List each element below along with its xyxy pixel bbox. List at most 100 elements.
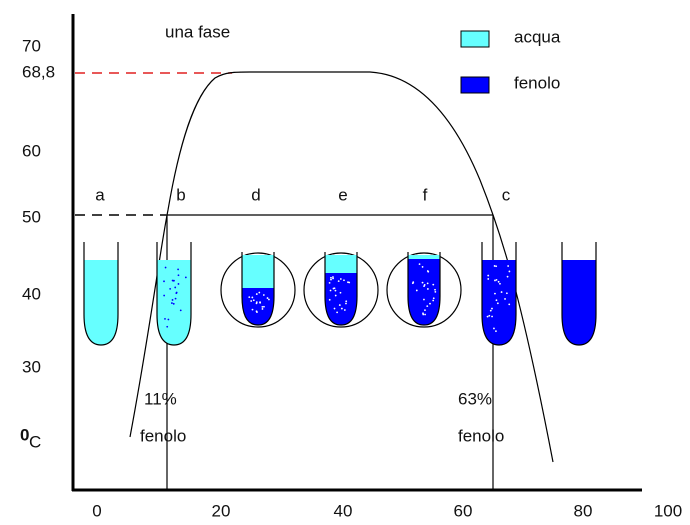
dot	[347, 281, 349, 284]
dot	[508, 303, 511, 306]
dot	[434, 288, 436, 291]
annotation: fenolo	[458, 426, 504, 445]
dot	[163, 280, 165, 283]
dot	[164, 266, 167, 269]
tube	[156, 242, 192, 346]
dot	[429, 302, 431, 305]
tube-label: e	[338, 185, 347, 204]
dot	[164, 317, 166, 320]
y-tick-label: 68,8	[22, 62, 55, 81]
dot	[493, 265, 496, 267]
dot	[340, 307, 343, 310]
dot	[332, 276, 334, 278]
dot	[432, 283, 435, 286]
x-tick-label: 40	[334, 501, 353, 520]
dot	[169, 287, 172, 290]
tube	[561, 242, 597, 346]
x-tick-label: 80	[574, 501, 593, 520]
dot	[248, 296, 251, 299]
dot	[252, 299, 255, 302]
dot	[251, 308, 254, 311]
dot	[262, 294, 265, 296]
dot	[415, 289, 418, 292]
dot	[339, 278, 342, 280]
legend-swatch	[460, 76, 490, 94]
dot	[174, 286, 177, 289]
dot	[496, 302, 499, 305]
dot	[426, 288, 429, 290]
dot	[424, 309, 426, 312]
legend-label: acqua	[514, 27, 561, 46]
dot	[423, 298, 425, 301]
dot	[343, 309, 346, 311]
dot	[494, 292, 496, 295]
dot	[507, 265, 510, 267]
dot	[177, 268, 179, 271]
dot	[422, 313, 425, 316]
dot	[166, 325, 169, 328]
circle-frame	[220, 252, 296, 328]
tube-label: b	[176, 185, 185, 204]
tube	[407, 252, 441, 326]
dot	[426, 305, 429, 308]
dot	[330, 278, 332, 281]
dot	[333, 307, 336, 310]
dot	[491, 315, 493, 318]
dot	[421, 281, 424, 284]
dot	[432, 299, 435, 302]
dot	[505, 292, 508, 295]
dot	[411, 282, 414, 285]
dot	[261, 308, 264, 310]
dot	[259, 301, 261, 304]
dot	[489, 309, 492, 312]
dot	[337, 280, 340, 283]
liquid	[157, 260, 191, 345]
dot	[345, 300, 348, 303]
dot	[172, 279, 175, 282]
annotation: fenolo	[140, 426, 186, 445]
dot	[255, 293, 258, 295]
phenol-layer	[408, 259, 440, 325]
dot	[179, 309, 182, 312]
water-layer	[242, 255, 274, 288]
dot	[332, 277, 334, 280]
dot	[171, 302, 173, 304]
legend-swatch	[460, 30, 490, 48]
circle-frame	[303, 252, 379, 328]
dot	[493, 327, 495, 330]
dot	[418, 263, 421, 266]
dot	[500, 291, 503, 293]
tube	[241, 252, 275, 326]
liquid	[482, 260, 516, 345]
y-tick-label: 70	[22, 36, 41, 55]
dot	[261, 305, 264, 308]
x-tick-label: 60	[454, 501, 473, 520]
x-tick-label: 0	[92, 501, 101, 520]
dot	[486, 315, 489, 318]
tube-label: c	[502, 185, 511, 204]
dot	[330, 276, 332, 279]
circle-frame	[386, 252, 462, 328]
dot	[495, 299, 498, 302]
dot	[495, 278, 498, 281]
dot	[488, 314, 491, 317]
dot	[174, 297, 177, 300]
dot	[491, 307, 493, 310]
dot	[263, 305, 265, 308]
tube-label: f	[423, 185, 428, 204]
water-layer	[325, 255, 357, 273]
liquid	[562, 260, 596, 345]
tube	[83, 242, 119, 346]
dot	[258, 291, 261, 294]
dot	[423, 285, 425, 287]
dot	[163, 294, 166, 297]
dot	[427, 270, 430, 273]
annotation: 63%	[458, 389, 492, 408]
annotation: 11%	[144, 389, 177, 408]
dot	[177, 283, 180, 285]
liquid	[84, 260, 118, 345]
region-label: una fase	[165, 22, 230, 41]
dot	[184, 276, 187, 279]
dot	[343, 279, 345, 282]
dot	[487, 274, 490, 277]
